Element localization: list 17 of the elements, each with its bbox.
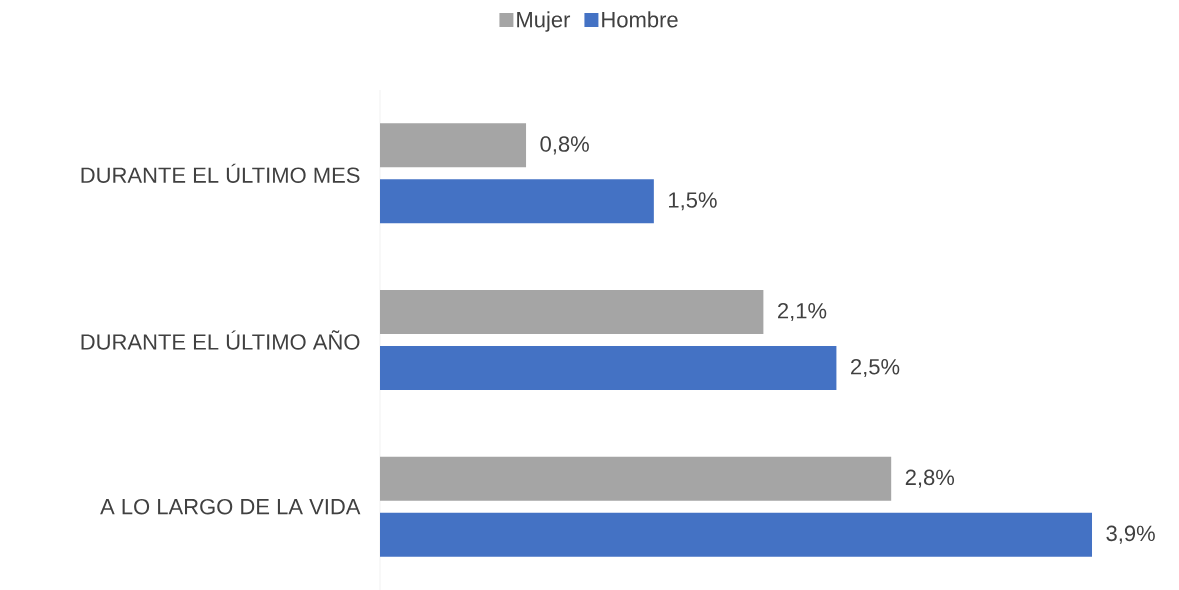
- data-label: 0,8%: [540, 136, 589, 155]
- data-label: 2,1%: [778, 302, 827, 322]
- data-label: 2,8%: [905, 469, 955, 488]
- bar: [380, 123, 527, 168]
- bar: [380, 290, 764, 334]
- bar: [380, 346, 837, 390]
- y-tick-label: DURANTE EL ÚLTIMO AÑO: [81, 330, 360, 350]
- y-tick-label: DURANTE EL ÚLTIMO MES: [81, 163, 360, 183]
- legend-label: Mujer: [517, 11, 571, 32]
- bar: [380, 512, 1092, 557]
- legend-label: Hombre: [602, 11, 678, 28]
- bar: [380, 456, 892, 501]
- data-label: 2,5%: [851, 358, 900, 378]
- data-label: 3,9%: [1106, 525, 1155, 544]
- data-label: 1,5%: [669, 192, 717, 211]
- y-tick-label: A LO LARGO DE LA VIDA: [100, 498, 361, 515]
- bar: [380, 179, 654, 224]
